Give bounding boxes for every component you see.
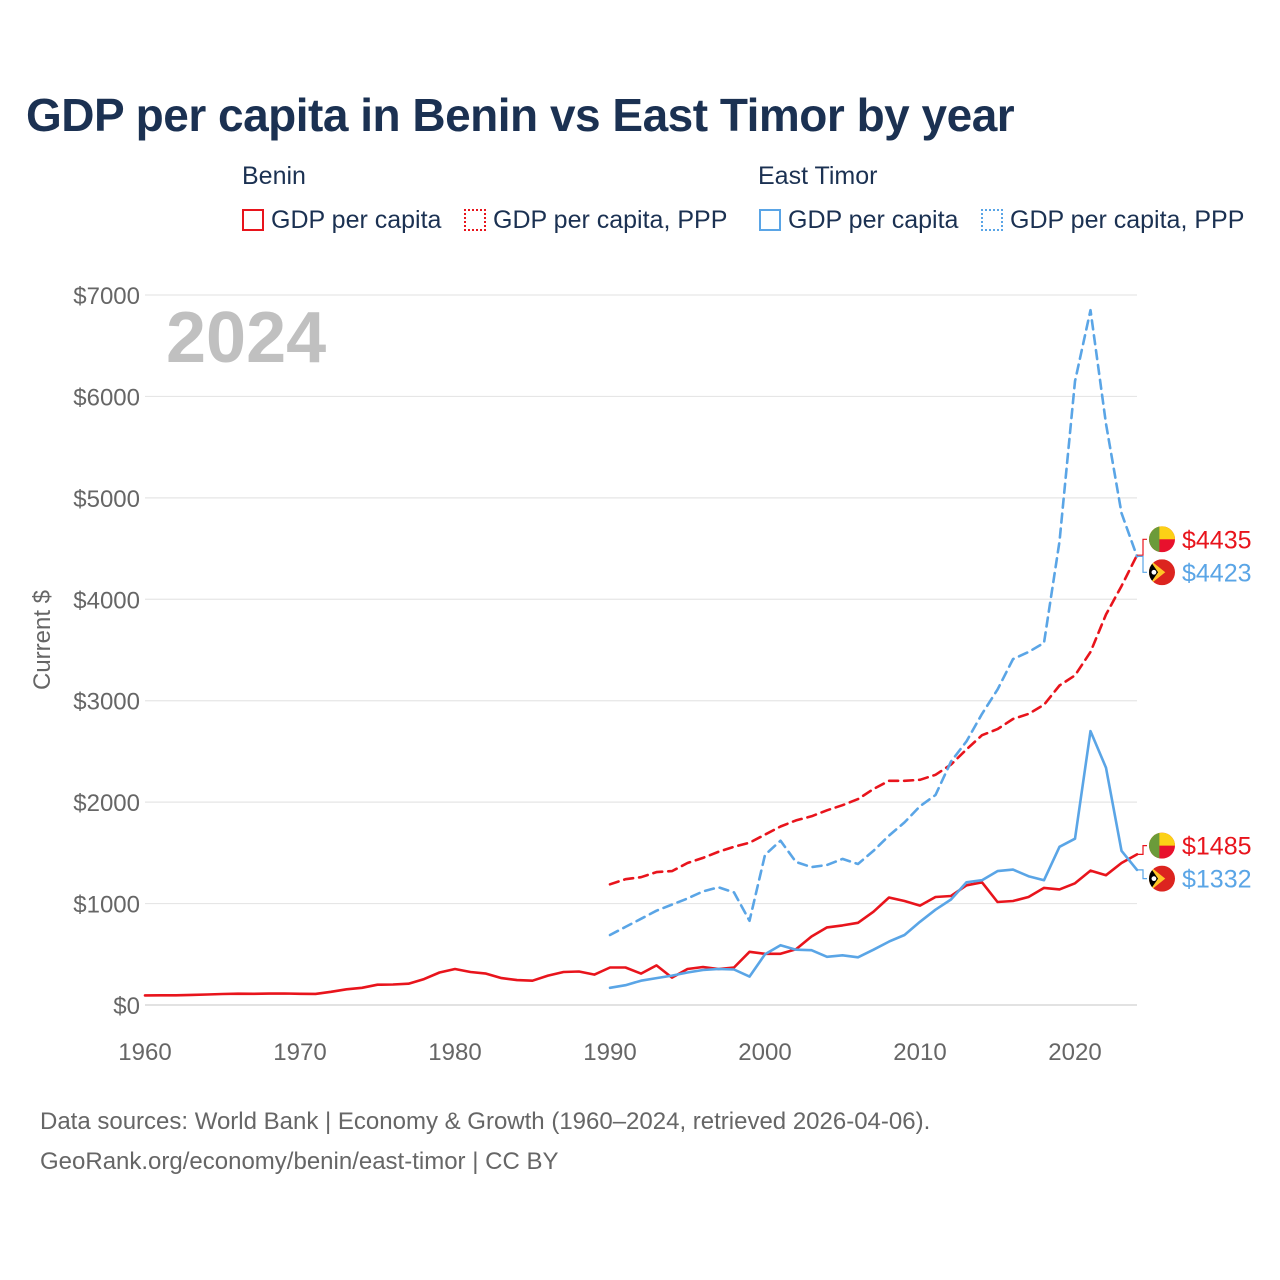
benin-flag-icon: [1149, 526, 1175, 553]
x-tick-label: 1970: [273, 1039, 326, 1066]
end-connector: [1137, 538, 1147, 556]
legend-item-east-timor-gdp-ppp[interactable]: GDP per capita, PPP: [981, 204, 1244, 236]
x-tick-label: 2000: [738, 1039, 791, 1066]
series-line-east-timor: [608, 729, 1139, 990]
x-tick-label: 1960: [118, 1039, 171, 1066]
y-tick-label: $5000: [73, 486, 140, 513]
legend-label: GDP per capita: [788, 205, 959, 234]
end-label: $4423: [1182, 559, 1252, 587]
legend-swatch-dotted-red: [464, 209, 486, 231]
x-tick-label: 2010: [893, 1039, 946, 1066]
end-label: $1332: [1182, 866, 1252, 894]
page-title: GDP per capita in Benin vs East Timor by…: [26, 89, 1015, 141]
line-chart: 2024 $0 $1000 $2000 $3000 $4000 $5000 $6000 $70…: [29, 283, 1252, 1066]
legend-swatch-solid-blue: [759, 209, 781, 231]
footer-credit[interactable]: GeoRank.org/economy/benin/east-timor | C…: [40, 1148, 559, 1175]
end-label: $1485: [1182, 833, 1252, 861]
legend-label: GDP per capita, PPP: [493, 205, 728, 234]
footer-sources: Data sources: World Bank | Economy & Gro…: [40, 1108, 931, 1135]
x-tick-label: 2020: [1048, 1039, 1101, 1066]
legend-label: GDP per capita: [271, 205, 442, 234]
y-tick-label: $6000: [73, 384, 140, 411]
year-watermark: 2024: [166, 298, 326, 378]
y-tick-label: $7000: [73, 283, 140, 310]
series-line-benin: [143, 853, 1139, 997]
end-connector: [1137, 869, 1147, 880]
legend-group-benin: Benin: [242, 162, 306, 190]
benin-flag-icon: [1149, 832, 1175, 859]
y-axis-label: Current $: [29, 590, 56, 690]
end-label: $4435: [1182, 526, 1252, 554]
legend-label: GDP per capita, PPP: [1010, 205, 1245, 234]
legend-item-east-timor-gdp[interactable]: GDP per capita: [759, 204, 958, 236]
x-tick-label: 1980: [428, 1039, 481, 1066]
y-tick-label: $3000: [73, 689, 140, 716]
end-connector: [1137, 844, 1147, 856]
legend-group-east-timor: East Timor: [758, 162, 878, 190]
series-line-east-timor-ppp: [608, 308, 1139, 937]
y-tick-label: $1000: [73, 892, 140, 919]
legend-item-benin-gdp-ppp[interactable]: GDP per capita, PPP: [464, 204, 727, 236]
y-tick-label: $0: [113, 993, 140, 1020]
east-timor-flag-icon: [1149, 865, 1175, 892]
legend-swatch-solid-red: [242, 209, 264, 231]
y-tick-label: $2000: [73, 790, 140, 817]
x-tick-label: 1990: [583, 1039, 636, 1066]
end-connector: [1137, 555, 1147, 573]
legend-item-benin-gdp[interactable]: GDP per capita: [242, 204, 441, 236]
series-line-benin-ppp: [608, 553, 1139, 886]
legend-swatch-dotted-blue: [981, 209, 1003, 231]
y-tick-label: $4000: [73, 587, 140, 614]
east-timor-flag-icon: [1149, 559, 1175, 586]
